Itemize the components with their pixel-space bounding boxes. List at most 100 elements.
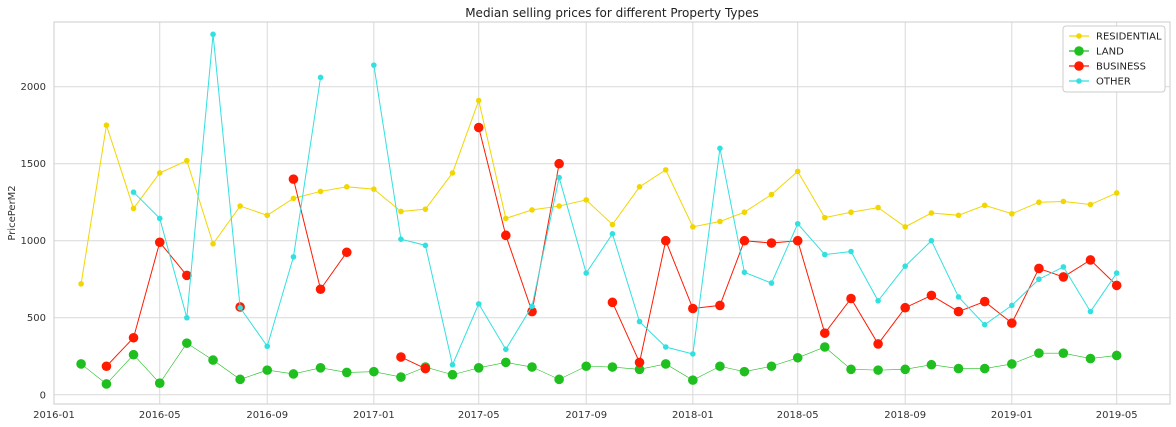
data-point-residential [422,206,429,212]
y-tick-label: 1500 [21,159,46,170]
data-point-land [527,362,537,372]
series-line-business [292,178,348,291]
data-point-land [208,355,218,365]
data-point-business [953,306,964,317]
data-point-residential [78,281,84,287]
data-point-other [1060,264,1067,270]
data-point-other [583,270,590,276]
data-point-other [875,297,881,304]
data-point-residential [475,97,482,104]
data-point-land [1034,348,1044,358]
data-point-land [846,364,856,375]
data-point-other [371,62,377,68]
data-point-land [581,361,592,372]
data-point-business [634,357,645,368]
data-point-other [636,318,643,325]
data-point-business [660,235,671,246]
data-point-land [953,363,964,374]
chart-title: Median selling prices for different Prop… [465,6,759,20]
data-point-residential [264,212,271,219]
legend-box [1062,25,1166,93]
data-point-land [1085,353,1096,364]
data-point-residential [1113,190,1120,196]
data-point-land [447,369,458,380]
grid [53,22,1170,404]
data-point-residential [371,186,377,192]
series-residential [78,97,1120,287]
series-line-residential [80,98,1117,284]
data-point-residential [1060,198,1067,205]
data-point-land [792,352,803,363]
data-point-business [1085,255,1096,265]
data-point-business [688,303,698,314]
data-point-land [1058,348,1069,358]
data-point-residential [794,168,801,175]
data-point-residential [1036,199,1042,206]
data-point-business [396,352,406,362]
data-point-business [900,302,911,313]
data-point-other [955,294,962,300]
data-point-land [820,342,830,352]
data-point-residential [130,205,137,212]
x-tick-label: 2018-09 [884,410,926,421]
series-line-business [106,241,188,367]
data-point-business [1034,263,1044,274]
x-tick-label: 2018-05 [777,410,819,421]
data-point-other [556,174,562,181]
data-point-residential [449,170,456,176]
data-point-other [848,248,854,255]
data-point-business [101,361,112,372]
data-point-business [341,247,352,258]
data-point-residential [103,122,110,129]
data-point-other [662,344,669,350]
data-point-other [184,314,190,321]
data-point-land [369,366,379,377]
data-point-other [1113,270,1120,276]
data-point-business [926,290,937,301]
data-point-land [154,378,165,389]
data-point-other [264,343,271,350]
data-point-residential [662,167,669,173]
x-tick-label: 2017-01 [353,410,395,421]
data-point-land [1007,359,1017,369]
data-point-business [501,230,511,241]
y-tick-label: 2000 [21,82,46,93]
data-point-land [873,365,883,375]
data-point-other [449,361,456,368]
data-point-residential [556,203,562,209]
data-point-residential [848,209,854,216]
data-point-land [101,379,112,389]
data-point-residential [981,202,988,209]
data-point-residential [237,203,243,209]
data-point-other [503,346,509,353]
data-point-residential [343,184,350,190]
data-point-residential [636,184,643,190]
data-point-business [1058,272,1069,282]
legend-label-business: BUSINESS [1096,62,1146,73]
x-tick-label: 2016-01 [33,410,75,421]
data-point-business [128,332,139,343]
data-point-land [739,366,750,377]
data-point-other [1036,276,1042,283]
data-point-business [739,235,750,246]
data-point-business [315,284,326,295]
y-tick-label: 500 [27,313,46,324]
data-point-land [288,369,299,379]
legend-marker-land [1074,46,1084,56]
data-point-other [741,269,748,276]
data-point-other [690,351,696,357]
data-point-land [607,362,618,372]
series-line-other [373,65,1118,367]
y-tick-label: 1000 [21,236,46,247]
x-tick-label: 2016-09 [246,410,288,421]
data-point-other [609,230,616,237]
data-point-land [235,374,245,385]
data-point-land [634,364,645,375]
data-point-business [554,158,564,169]
data-point-other [529,303,535,309]
data-point-residential [741,209,748,216]
series-land [76,338,1122,389]
data-point-business [473,122,484,133]
data-point-business [873,339,883,349]
